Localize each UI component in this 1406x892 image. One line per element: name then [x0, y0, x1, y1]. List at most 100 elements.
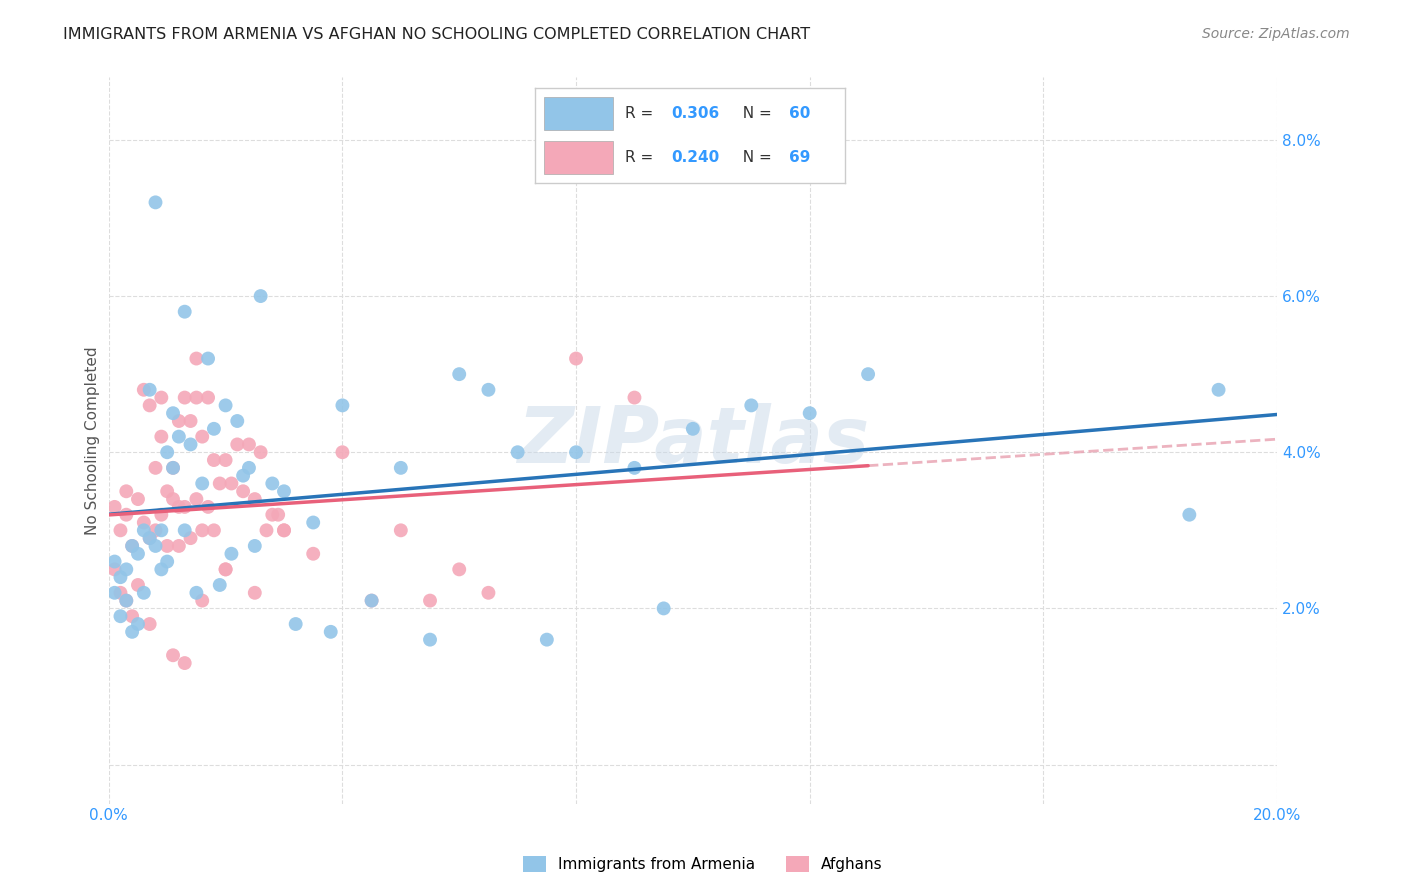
Point: [226, 437, 249, 451]
Point: [284, 617, 307, 632]
Point: [319, 624, 342, 639]
Point: [214, 398, 236, 412]
Point: [110, 609, 132, 624]
Point: [243, 586, 266, 600]
Point: [256, 524, 278, 538]
Point: [267, 508, 290, 522]
Point: [449, 367, 471, 381]
Point: [104, 562, 127, 576]
Point: [132, 383, 155, 397]
Point: [173, 304, 195, 318]
Point: [180, 437, 202, 451]
Point: [121, 624, 143, 639]
Point: [565, 351, 588, 366]
Point: [208, 578, 231, 592]
Point: [132, 524, 155, 538]
Point: [156, 555, 179, 569]
Point: [145, 195, 167, 210]
Point: [110, 524, 132, 538]
Point: [506, 445, 529, 459]
Point: [115, 593, 138, 607]
Point: [249, 289, 271, 303]
Point: [623, 391, 645, 405]
Point: [138, 531, 160, 545]
Point: [162, 648, 184, 663]
Text: Source: ZipAtlas.com: Source: ZipAtlas.com: [1202, 27, 1350, 41]
Point: [104, 586, 127, 600]
Point: [226, 414, 249, 428]
Point: [214, 562, 236, 576]
Point: [565, 445, 588, 459]
Point: [167, 500, 190, 514]
Point: [214, 453, 236, 467]
Point: [127, 578, 149, 592]
Point: [110, 586, 132, 600]
Point: [115, 562, 138, 576]
Point: [191, 476, 214, 491]
Point: [243, 492, 266, 507]
Point: [477, 383, 499, 397]
Point: [167, 414, 190, 428]
Point: [273, 524, 295, 538]
Point: [477, 586, 499, 600]
Point: [740, 398, 762, 412]
Point: [799, 406, 821, 420]
Text: IMMIGRANTS FROM ARMENIA VS AFGHAN NO SCHOOLING COMPLETED CORRELATION CHART: IMMIGRANTS FROM ARMENIA VS AFGHAN NO SCH…: [63, 27, 810, 42]
Point: [856, 367, 879, 381]
Point: [360, 593, 382, 607]
Point: [262, 508, 284, 522]
Point: [145, 539, 167, 553]
Point: [389, 461, 412, 475]
Point: [167, 539, 190, 553]
Point: [186, 586, 208, 600]
Point: [180, 531, 202, 545]
Point: [110, 570, 132, 584]
Point: [138, 531, 160, 545]
Point: [191, 429, 214, 443]
Point: [138, 398, 160, 412]
Point: [150, 391, 173, 405]
Point: [332, 445, 354, 459]
Point: [104, 555, 127, 569]
Point: [449, 562, 471, 576]
Point: [1178, 508, 1201, 522]
Point: [127, 547, 149, 561]
Point: [273, 484, 295, 499]
Point: [682, 422, 704, 436]
Point: [180, 414, 202, 428]
Point: [162, 461, 184, 475]
Point: [389, 524, 412, 538]
Point: [150, 508, 173, 522]
Point: [162, 492, 184, 507]
Point: [262, 476, 284, 491]
Point: [173, 500, 195, 514]
Point: [243, 539, 266, 553]
Point: [419, 632, 441, 647]
Point: [221, 476, 243, 491]
Point: [150, 524, 173, 538]
Point: [249, 445, 271, 459]
Point: [197, 500, 219, 514]
Y-axis label: No Schooling Completed: No Schooling Completed: [86, 346, 100, 535]
Legend: Immigrants from Armenia, Afghans: Immigrants from Armenia, Afghans: [516, 848, 890, 880]
Point: [208, 476, 231, 491]
Point: [173, 524, 195, 538]
Point: [238, 437, 260, 451]
Point: [167, 429, 190, 443]
Point: [127, 617, 149, 632]
Point: [202, 524, 225, 538]
Point: [191, 524, 214, 538]
Point: [202, 453, 225, 467]
Point: [273, 524, 295, 538]
Point: [302, 547, 325, 561]
Point: [115, 508, 138, 522]
Point: [202, 422, 225, 436]
Point: [186, 492, 208, 507]
Point: [162, 461, 184, 475]
Point: [104, 500, 127, 514]
Point: [360, 593, 382, 607]
Point: [115, 593, 138, 607]
Point: [419, 593, 441, 607]
Point: [186, 391, 208, 405]
Point: [162, 406, 184, 420]
